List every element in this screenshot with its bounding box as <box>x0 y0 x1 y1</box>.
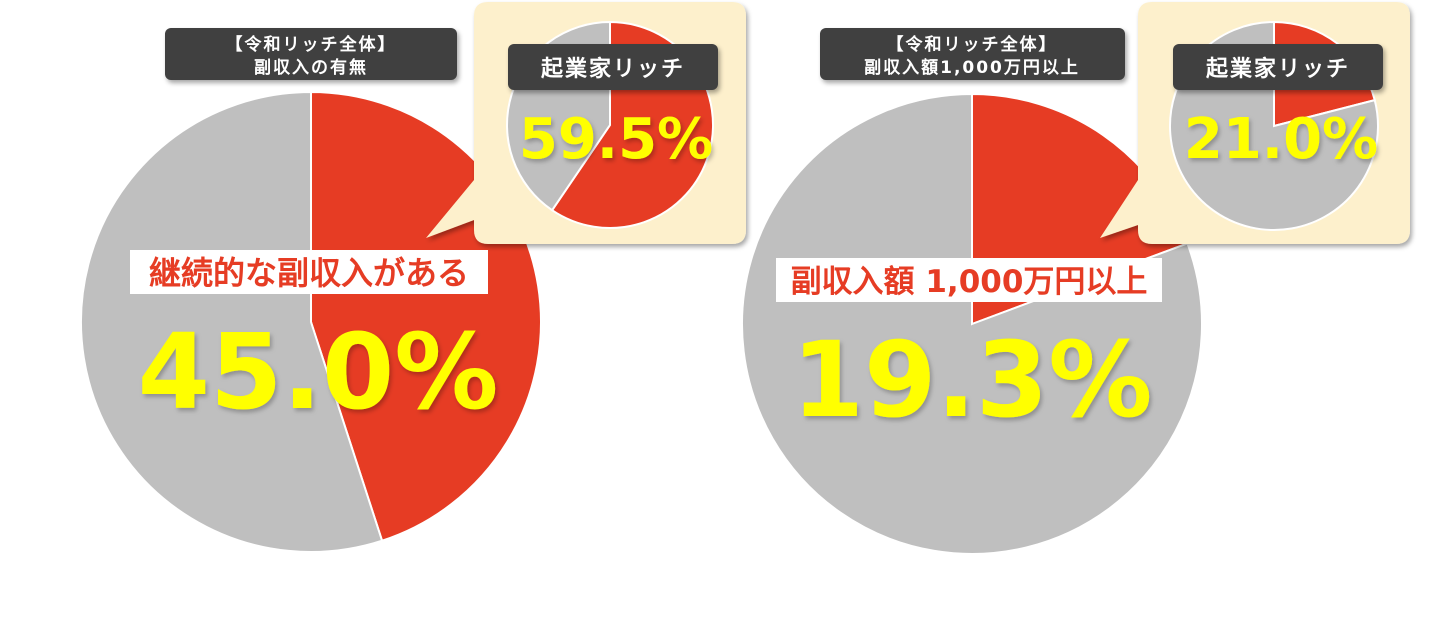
chart-1-header-badge: 【令和リッチ全体】 副収入の有無 <box>165 28 457 80</box>
chart-1-inset-label: 起業家リッチ <box>540 56 685 82</box>
chart-2-callout: 起業家リッチ 21.0% <box>1100 2 1410 244</box>
chart-1-header-line-2: 副収入の有無 <box>254 57 368 78</box>
chart-2-inset-label: 起業家リッチ <box>1205 56 1350 82</box>
chart-1: 【令和リッチ全体】 副収入の有無 起業家リッチ 59.5% 継続的な副収入がある… <box>80 2 746 553</box>
chart-1-inset-label-bg <box>508 44 718 90</box>
chart-1-header-line-1: 【令和リッチ全体】 <box>226 34 397 55</box>
chart-2-slice-rest <box>741 92 1203 555</box>
chart-1-label-text: 継続的な副収入がある <box>149 254 469 292</box>
chart-2-value: 19.3% <box>792 319 1153 441</box>
chart-2-label-bg <box>776 258 1162 302</box>
chart-2-header-line-1: 【令和リッチ全体】 <box>887 34 1058 55</box>
chart-1-slice-rest <box>80 90 384 553</box>
chart-1-label-box: 継続的な副収入がある <box>130 250 488 294</box>
chart-2-header-badge: 【令和リッチ全体】 副収入額1,000万円以上 <box>820 28 1125 80</box>
chart-1-header-bg <box>165 28 457 80</box>
chart-1-callout: 起業家リッチ 59.5% <box>426 2 746 244</box>
chart-2-label-text: 副収入額 1,000万円以上 <box>791 264 1148 300</box>
chart-2-inset-value: 21.0% <box>1184 107 1378 172</box>
chart-2: 【令和リッチ全体】 副収入額1,000万円以上 起業家リッチ 21.0% 副収入… <box>741 2 1410 555</box>
chart-2-inset-label-bg <box>1173 44 1383 90</box>
chart-2-header-bg <box>820 28 1125 80</box>
chart-2-header-line-2: 副収入額1,000万円以上 <box>864 57 1080 78</box>
chart-1-inset-value: 59.5% <box>519 107 713 172</box>
chart-2-label-box: 副収入額 1,000万円以上 <box>776 258 1162 302</box>
chart-1-label-bg <box>130 250 488 294</box>
chart-1-value: 45.0% <box>138 311 499 433</box>
